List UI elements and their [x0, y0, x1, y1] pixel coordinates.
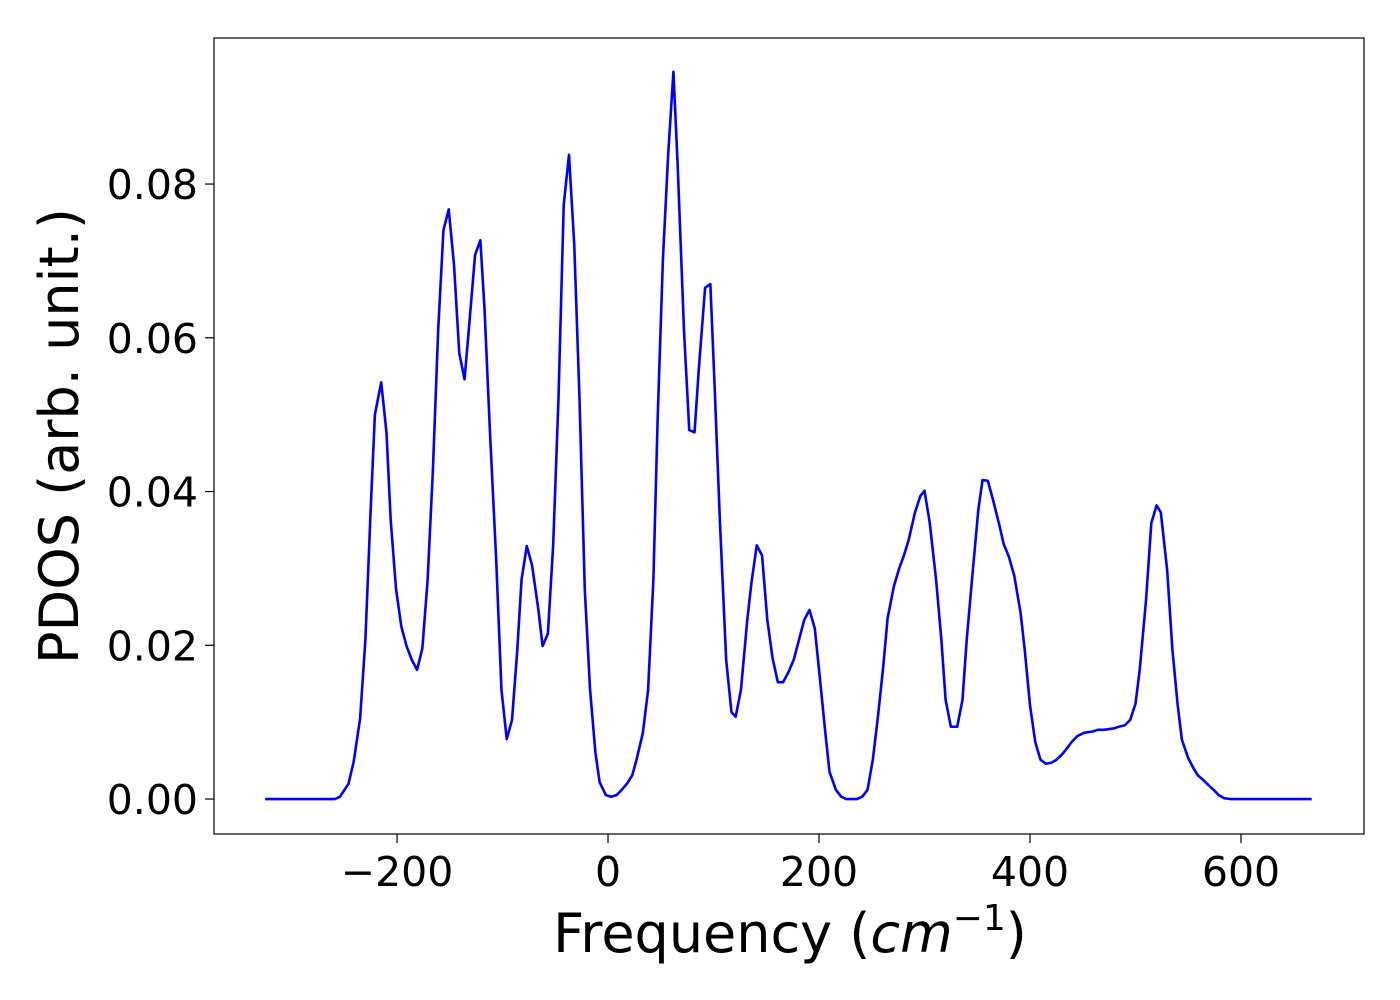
x-label-text: Frequency (: [553, 902, 870, 965]
y-tick-label: 0.02: [107, 622, 198, 670]
x-axis-label: Frequency (cm−1): [553, 898, 1027, 965]
x-label-close: ): [1006, 902, 1027, 965]
y-tick-label: 0.08: [107, 161, 198, 209]
x-label-unit: cm: [870, 902, 952, 965]
data-line: [265, 70, 1312, 801]
x-label-exponent: −1: [953, 898, 1006, 939]
y-tick-label: 0.04: [107, 469, 198, 517]
x-tick-label: 0: [595, 848, 621, 896]
y-tick-label: 0.00: [107, 776, 198, 824]
y-axis-label: PDOS (arb. unit.): [28, 208, 91, 664]
x-tick-label: 600: [1202, 848, 1280, 896]
y-tick-label: 0.06: [107, 315, 198, 363]
x-tick-label: 200: [780, 848, 858, 896]
plot-frame: [213, 37, 1365, 835]
x-tick-label: −200: [341, 848, 454, 896]
x-tick-label: 400: [991, 848, 1069, 896]
